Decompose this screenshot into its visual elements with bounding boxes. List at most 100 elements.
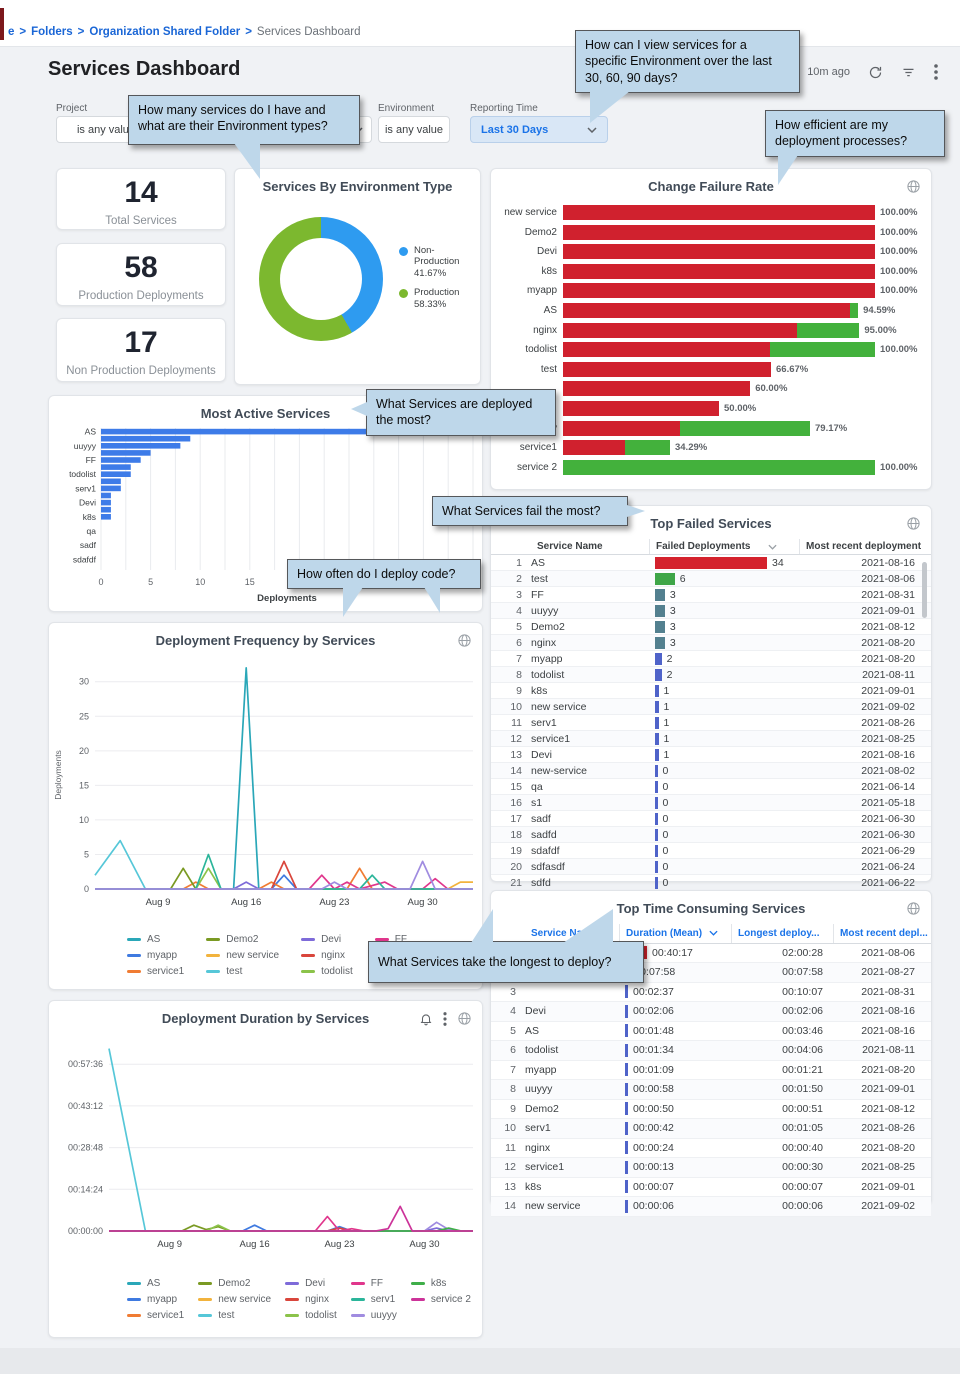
table-row: 5 Demo2 3 2021-08-12 — [491, 619, 931, 635]
bar — [101, 485, 121, 492]
legend-swatch — [350, 1297, 365, 1301]
cfr-failed-segment — [563, 361, 771, 377]
failed-count: 0 — [662, 844, 669, 857]
alert-bell-icon[interactable] — [419, 1012, 433, 1026]
failed-deployments-cell: 0 — [649, 828, 799, 841]
row-rank: 16 — [510, 796, 522, 809]
panel-top-failed-services: Top Failed Services Service Name Failed … — [490, 505, 932, 891]
filter-icon[interactable] — [901, 65, 916, 80]
explore-globe-icon[interactable] — [906, 179, 921, 194]
breadcrumb-folders[interactable]: Folders — [31, 26, 73, 38]
duration-mean-value: 00:00:13 — [633, 1161, 674, 1174]
longest-deployment-cell: 00:10:07 — [782, 985, 823, 998]
legend-item-FF[interactable]: FF — [350, 1275, 397, 1291]
duration-mean-cell: 00:02:37 — [619, 985, 731, 999]
most-recent-cell: 2021-09-02 — [861, 700, 915, 713]
legend-item-AS[interactable]: AS — [127, 1275, 184, 1291]
svg-text:5: 5 — [84, 849, 89, 859]
legend-swatch — [350, 1281, 365, 1285]
bar — [101, 428, 469, 435]
legend-item-nginx[interactable]: nginx — [301, 947, 353, 963]
legend-item-myapp[interactable]: myapp — [127, 1291, 184, 1307]
explore-globe-icon[interactable] — [906, 516, 921, 531]
duration-mean-cell: 00:02:06 — [619, 1004, 731, 1018]
reporting-time-value: Last 30 Days — [481, 123, 549, 136]
table-row: 3 00:02:37 00:10:07 2021-08-31 — [491, 983, 931, 1002]
row-rank: 11 — [511, 716, 522, 729]
legend-item-Demo2[interactable]: Demo2 — [198, 1275, 271, 1291]
cfr-failed-segment — [563, 244, 875, 260]
legend-item-Devi[interactable]: Devi — [285, 1275, 337, 1291]
service-name-column-header[interactable]: Service Name — [537, 541, 603, 552]
legend-item-todolist[interactable]: todolist — [301, 963, 353, 979]
table-row: 6 nginx 3 2021-08-20 — [491, 635, 931, 651]
cfr-percent-label: 100.00% — [880, 285, 918, 297]
reporting-time-dropdown[interactable]: Last 30 Days — [470, 116, 608, 143]
service-name-cell: sdfasdf — [531, 860, 565, 873]
kebab-menu-icon[interactable] — [443, 1011, 447, 1026]
duration-mean-column-header[interactable]: Duration (Mean) — [619, 924, 731, 943]
scrollbar-thumb[interactable] — [922, 562, 927, 618]
duration-mean-value: 00:00:24 — [633, 1141, 674, 1154]
line-series-FF — [95, 874, 473, 890]
failed-deployments-column-header[interactable]: Failed Deployments — [649, 539, 799, 554]
legend-item-Devi[interactable]: Devi — [301, 931, 353, 947]
kebab-menu-icon[interactable] — [934, 64, 938, 80]
longest-deployment-cell: 02:00:28 — [782, 946, 823, 959]
legend-item-FF[interactable]: FF — [374, 931, 421, 947]
service-name-cell: new service — [531, 700, 587, 713]
legend-item-AS[interactable]: AS — [127, 931, 184, 947]
explore-globe-icon[interactable] — [457, 1011, 472, 1026]
change-failure-rate-chart: new service 100.00% Demo2 100.00% Devi 100.00… — [499, 205, 923, 479]
most-recent-cell: 2021-06-22 — [861, 876, 915, 889]
most-recent-deployment-column-header[interactable]: Most recent depl... — [833, 924, 931, 943]
svg-text:Deployments: Deployments — [53, 750, 63, 800]
refresh-icon[interactable] — [868, 65, 883, 80]
last-updated-label: 10m ago — [807, 66, 850, 78]
legend-item-k8s[interactable]: k8s — [410, 1275, 471, 1291]
dashboard-actions: 10m ago — [807, 64, 938, 80]
most-recent-cell: 2021-08-12 — [861, 620, 915, 633]
duration-mean-cell: 00:00:24 — [619, 1141, 731, 1155]
longest-deployment-column-header[interactable]: Longest deploy... — [731, 924, 833, 943]
legend-item-uuyyy[interactable]: uuyyy — [350, 1307, 397, 1323]
legend-item-myapp[interactable]: myapp — [127, 947, 184, 963]
legend-item-Demo2[interactable]: Demo2 — [206, 931, 279, 947]
explore-globe-icon[interactable] — [906, 901, 921, 916]
legend-item-service1[interactable]: service1 — [127, 1307, 184, 1323]
most-recent-cell: 2021-06-24 — [861, 860, 915, 873]
failed-deployments-cell: 0 — [649, 796, 799, 809]
top-time-consuming-table: 100:40:1702:00:282021-08-06200:07:5800:0… — [491, 944, 931, 1217]
legend-item-new service[interactable]: new service — [206, 947, 279, 963]
most-recent-deployment-column-header[interactable]: Most recent deployment — [799, 539, 931, 554]
legend-swatch — [206, 953, 221, 957]
kpi-value: 17 — [124, 326, 158, 359]
legend-item-todolist[interactable]: todolist — [285, 1307, 337, 1323]
callout-tail — [424, 587, 440, 614]
duration-bar — [625, 1043, 628, 1057]
panel-title: Most Active Services — [200, 406, 331, 421]
legend-item-service 2[interactable]: service 2 — [410, 1291, 471, 1307]
legend-item-test[interactable]: test — [198, 1307, 271, 1323]
legend-item-new service[interactable]: new service — [198, 1291, 271, 1307]
legend-item-nginx[interactable]: nginx — [285, 1291, 337, 1307]
environment-filter-input[interactable]: is any value — [378, 116, 450, 143]
row-rank: 18 — [510, 828, 522, 841]
cfr-failed-segment — [563, 342, 771, 358]
most-recent-cell: 2021-06-29 — [861, 844, 915, 857]
table-row: 10 new service 1 2021-09-02 — [491, 699, 931, 715]
service-name-cell: k8s — [525, 1180, 542, 1193]
kpi-total-services: 14 Total Services — [56, 168, 226, 230]
service-name-cell: service1 — [525, 1161, 565, 1174]
svg-text:Deployments: Deployments — [257, 593, 317, 604]
legend-item-serv1[interactable]: serv1 — [350, 1291, 397, 1307]
explore-globe-icon[interactable] — [457, 633, 472, 648]
legend-item-test[interactable]: test — [206, 963, 279, 979]
legend-label: Devi — [305, 1277, 326, 1289]
legend-item-service1[interactable]: service1 — [127, 963, 184, 979]
cfr-service-label: Demo2 — [524, 226, 557, 238]
svg-text:k8s: k8s — [83, 512, 96, 522]
breadcrumb-home[interactable]: e — [8, 26, 15, 38]
failed-count: 3 — [669, 636, 676, 649]
breadcrumb-org-shared-folder[interactable]: Organization Shared Folder — [89, 26, 241, 38]
